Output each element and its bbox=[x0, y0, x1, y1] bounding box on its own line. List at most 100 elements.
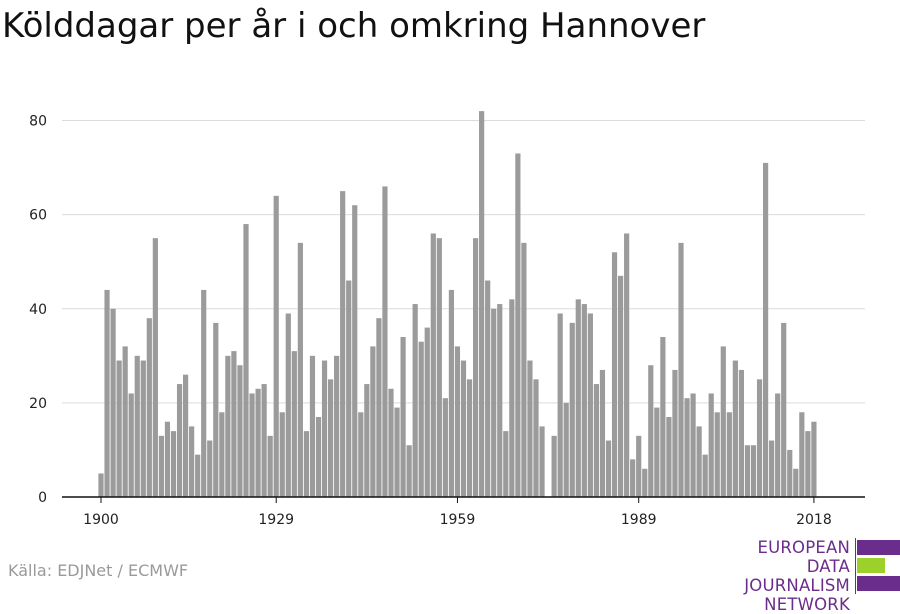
bar bbox=[321, 360, 328, 497]
logo-line-3: NETWORK bbox=[764, 595, 850, 614]
bar bbox=[636, 435, 642, 497]
bar bbox=[98, 473, 104, 497]
bar bbox=[176, 384, 183, 497]
bar bbox=[714, 412, 720, 497]
bar bbox=[539, 426, 545, 497]
bar bbox=[424, 327, 430, 497]
bar bbox=[406, 445, 412, 497]
bar bbox=[303, 431, 310, 497]
bar bbox=[551, 435, 557, 497]
bar bbox=[738, 369, 745, 497]
bar bbox=[164, 421, 171, 497]
bar bbox=[732, 360, 738, 497]
logo-text: EUROPEAN DATA JOURNALISM NETWORK bbox=[700, 538, 850, 614]
logo-bar-purple-top bbox=[857, 540, 900, 555]
bar bbox=[358, 412, 364, 497]
bar bbox=[454, 346, 461, 497]
bar bbox=[213, 322, 219, 497]
bar bbox=[762, 162, 769, 497]
bar bbox=[811, 421, 817, 497]
bar bbox=[195, 454, 201, 497]
bar bbox=[581, 304, 587, 497]
bar bbox=[152, 238, 158, 498]
logo-line-2: DATA JOURNALISM bbox=[744, 557, 850, 595]
bar bbox=[267, 435, 273, 497]
bar bbox=[170, 431, 177, 497]
bar bbox=[128, 393, 134, 497]
bar bbox=[642, 468, 648, 497]
bar bbox=[533, 379, 539, 497]
bar bbox=[787, 449, 793, 497]
bar bbox=[575, 299, 581, 497]
bar bbox=[291, 351, 297, 497]
bar bbox=[442, 398, 448, 497]
bar bbox=[781, 322, 787, 497]
bar bbox=[448, 289, 455, 497]
bar bbox=[497, 304, 503, 497]
bar bbox=[158, 435, 165, 497]
bar bbox=[696, 426, 702, 497]
bar bbox=[189, 426, 195, 497]
bar bbox=[219, 412, 225, 497]
bar bbox=[436, 238, 442, 498]
x-tick-label: 1929 bbox=[258, 512, 294, 528]
y-tick-label: 40 bbox=[29, 302, 47, 318]
y-tick-label: 20 bbox=[29, 396, 47, 412]
bar bbox=[394, 407, 400, 497]
bar bbox=[309, 355, 316, 497]
bar bbox=[769, 440, 775, 497]
y-tick-label: 60 bbox=[29, 208, 47, 224]
bar bbox=[460, 360, 467, 497]
edjnet-logo: EUROPEAN DATA JOURNALISM NETWORK bbox=[700, 536, 900, 614]
bar bbox=[352, 205, 358, 497]
bar bbox=[382, 186, 388, 498]
y-tick-labels: 0 20 40 60 80 bbox=[29, 114, 47, 506]
bar bbox=[400, 337, 406, 497]
bar bbox=[279, 412, 285, 497]
bar bbox=[479, 111, 485, 497]
bar bbox=[569, 322, 575, 497]
bar bbox=[201, 289, 207, 497]
bar bbox=[255, 388, 261, 497]
x-tick-label: 2018 bbox=[796, 512, 832, 528]
x-tick-labels: 1900 1929 1959 1989 2018 bbox=[83, 512, 832, 528]
bar bbox=[509, 299, 515, 497]
bar bbox=[237, 365, 243, 497]
axes bbox=[62, 496, 865, 503]
bar bbox=[297, 242, 303, 497]
bar bbox=[370, 346, 376, 497]
bar bbox=[654, 407, 660, 497]
bar bbox=[750, 445, 757, 497]
bar bbox=[466, 379, 473, 497]
bar-chart: 0 20 40 60 80 1900 1929 1959 1989 2018 bbox=[29, 111, 865, 528]
bar bbox=[249, 393, 255, 497]
x-tick-label: 1900 bbox=[83, 512, 119, 528]
bar bbox=[678, 242, 684, 497]
logo-bar-green bbox=[857, 558, 885, 573]
bar bbox=[412, 304, 418, 497]
bar bbox=[672, 369, 678, 497]
bar bbox=[630, 459, 636, 497]
bar bbox=[599, 369, 606, 497]
logo-line-1: EUROPEAN bbox=[757, 538, 850, 557]
bar bbox=[104, 289, 110, 497]
bar bbox=[660, 337, 666, 497]
bar bbox=[285, 313, 291, 497]
bar bbox=[515, 153, 521, 497]
bar bbox=[756, 379, 763, 497]
bar bbox=[799, 412, 805, 497]
bar bbox=[116, 360, 122, 497]
bar bbox=[702, 454, 708, 497]
bar bbox=[327, 379, 334, 497]
bar bbox=[666, 417, 672, 497]
bar bbox=[793, 468, 799, 497]
bar bbox=[346, 280, 352, 497]
bar bbox=[146, 318, 152, 497]
y-tick-label: 0 bbox=[38, 490, 47, 506]
bar bbox=[207, 440, 213, 497]
bar bbox=[605, 440, 612, 497]
bar bbox=[122, 346, 128, 497]
bar bbox=[720, 346, 726, 497]
bar bbox=[521, 242, 527, 497]
bar bbox=[430, 233, 436, 497]
